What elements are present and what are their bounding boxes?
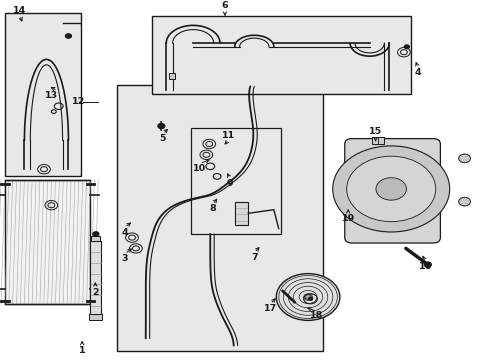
Bar — [117, 85, 322, 351]
Text: 6: 6 — [221, 1, 228, 10]
Bar — [91, 236, 100, 241]
Text: 16: 16 — [418, 262, 431, 271]
Bar — [5, 13, 81, 176]
Circle shape — [276, 274, 339, 320]
Text: 4: 4 — [121, 228, 128, 237]
Circle shape — [346, 156, 435, 222]
Bar — [90, 241, 101, 315]
Text: 8: 8 — [209, 204, 216, 213]
Text: 3: 3 — [121, 254, 128, 263]
Circle shape — [308, 297, 312, 300]
Text: 1: 1 — [79, 346, 85, 355]
Circle shape — [458, 197, 469, 206]
Bar — [89, 314, 102, 320]
Circle shape — [93, 232, 99, 236]
Text: 13: 13 — [44, 91, 58, 100]
FancyBboxPatch shape — [344, 139, 440, 243]
Text: 15: 15 — [368, 127, 381, 136]
Circle shape — [65, 34, 71, 38]
Bar — [371, 137, 383, 144]
Circle shape — [375, 178, 406, 200]
Bar — [234, 202, 248, 225]
Bar — [168, 73, 174, 79]
Circle shape — [424, 262, 430, 267]
Text: 7: 7 — [250, 253, 257, 262]
Text: 14: 14 — [13, 6, 26, 15]
Bar — [151, 16, 410, 94]
Circle shape — [404, 45, 408, 49]
Text: 5: 5 — [159, 134, 166, 143]
Circle shape — [158, 123, 164, 129]
Text: 18: 18 — [309, 311, 323, 320]
Text: 19: 19 — [341, 214, 354, 223]
Text: 10: 10 — [193, 164, 205, 173]
Text: 12: 12 — [72, 97, 85, 106]
Text: 4: 4 — [414, 68, 421, 77]
Circle shape — [332, 146, 449, 232]
Bar — [5, 180, 90, 304]
Circle shape — [305, 294, 311, 300]
Text: 17: 17 — [263, 304, 277, 313]
Bar — [190, 128, 281, 234]
Circle shape — [458, 154, 469, 163]
Text: 2: 2 — [92, 288, 99, 297]
Text: 11: 11 — [222, 131, 235, 140]
Text: 9: 9 — [226, 179, 233, 188]
